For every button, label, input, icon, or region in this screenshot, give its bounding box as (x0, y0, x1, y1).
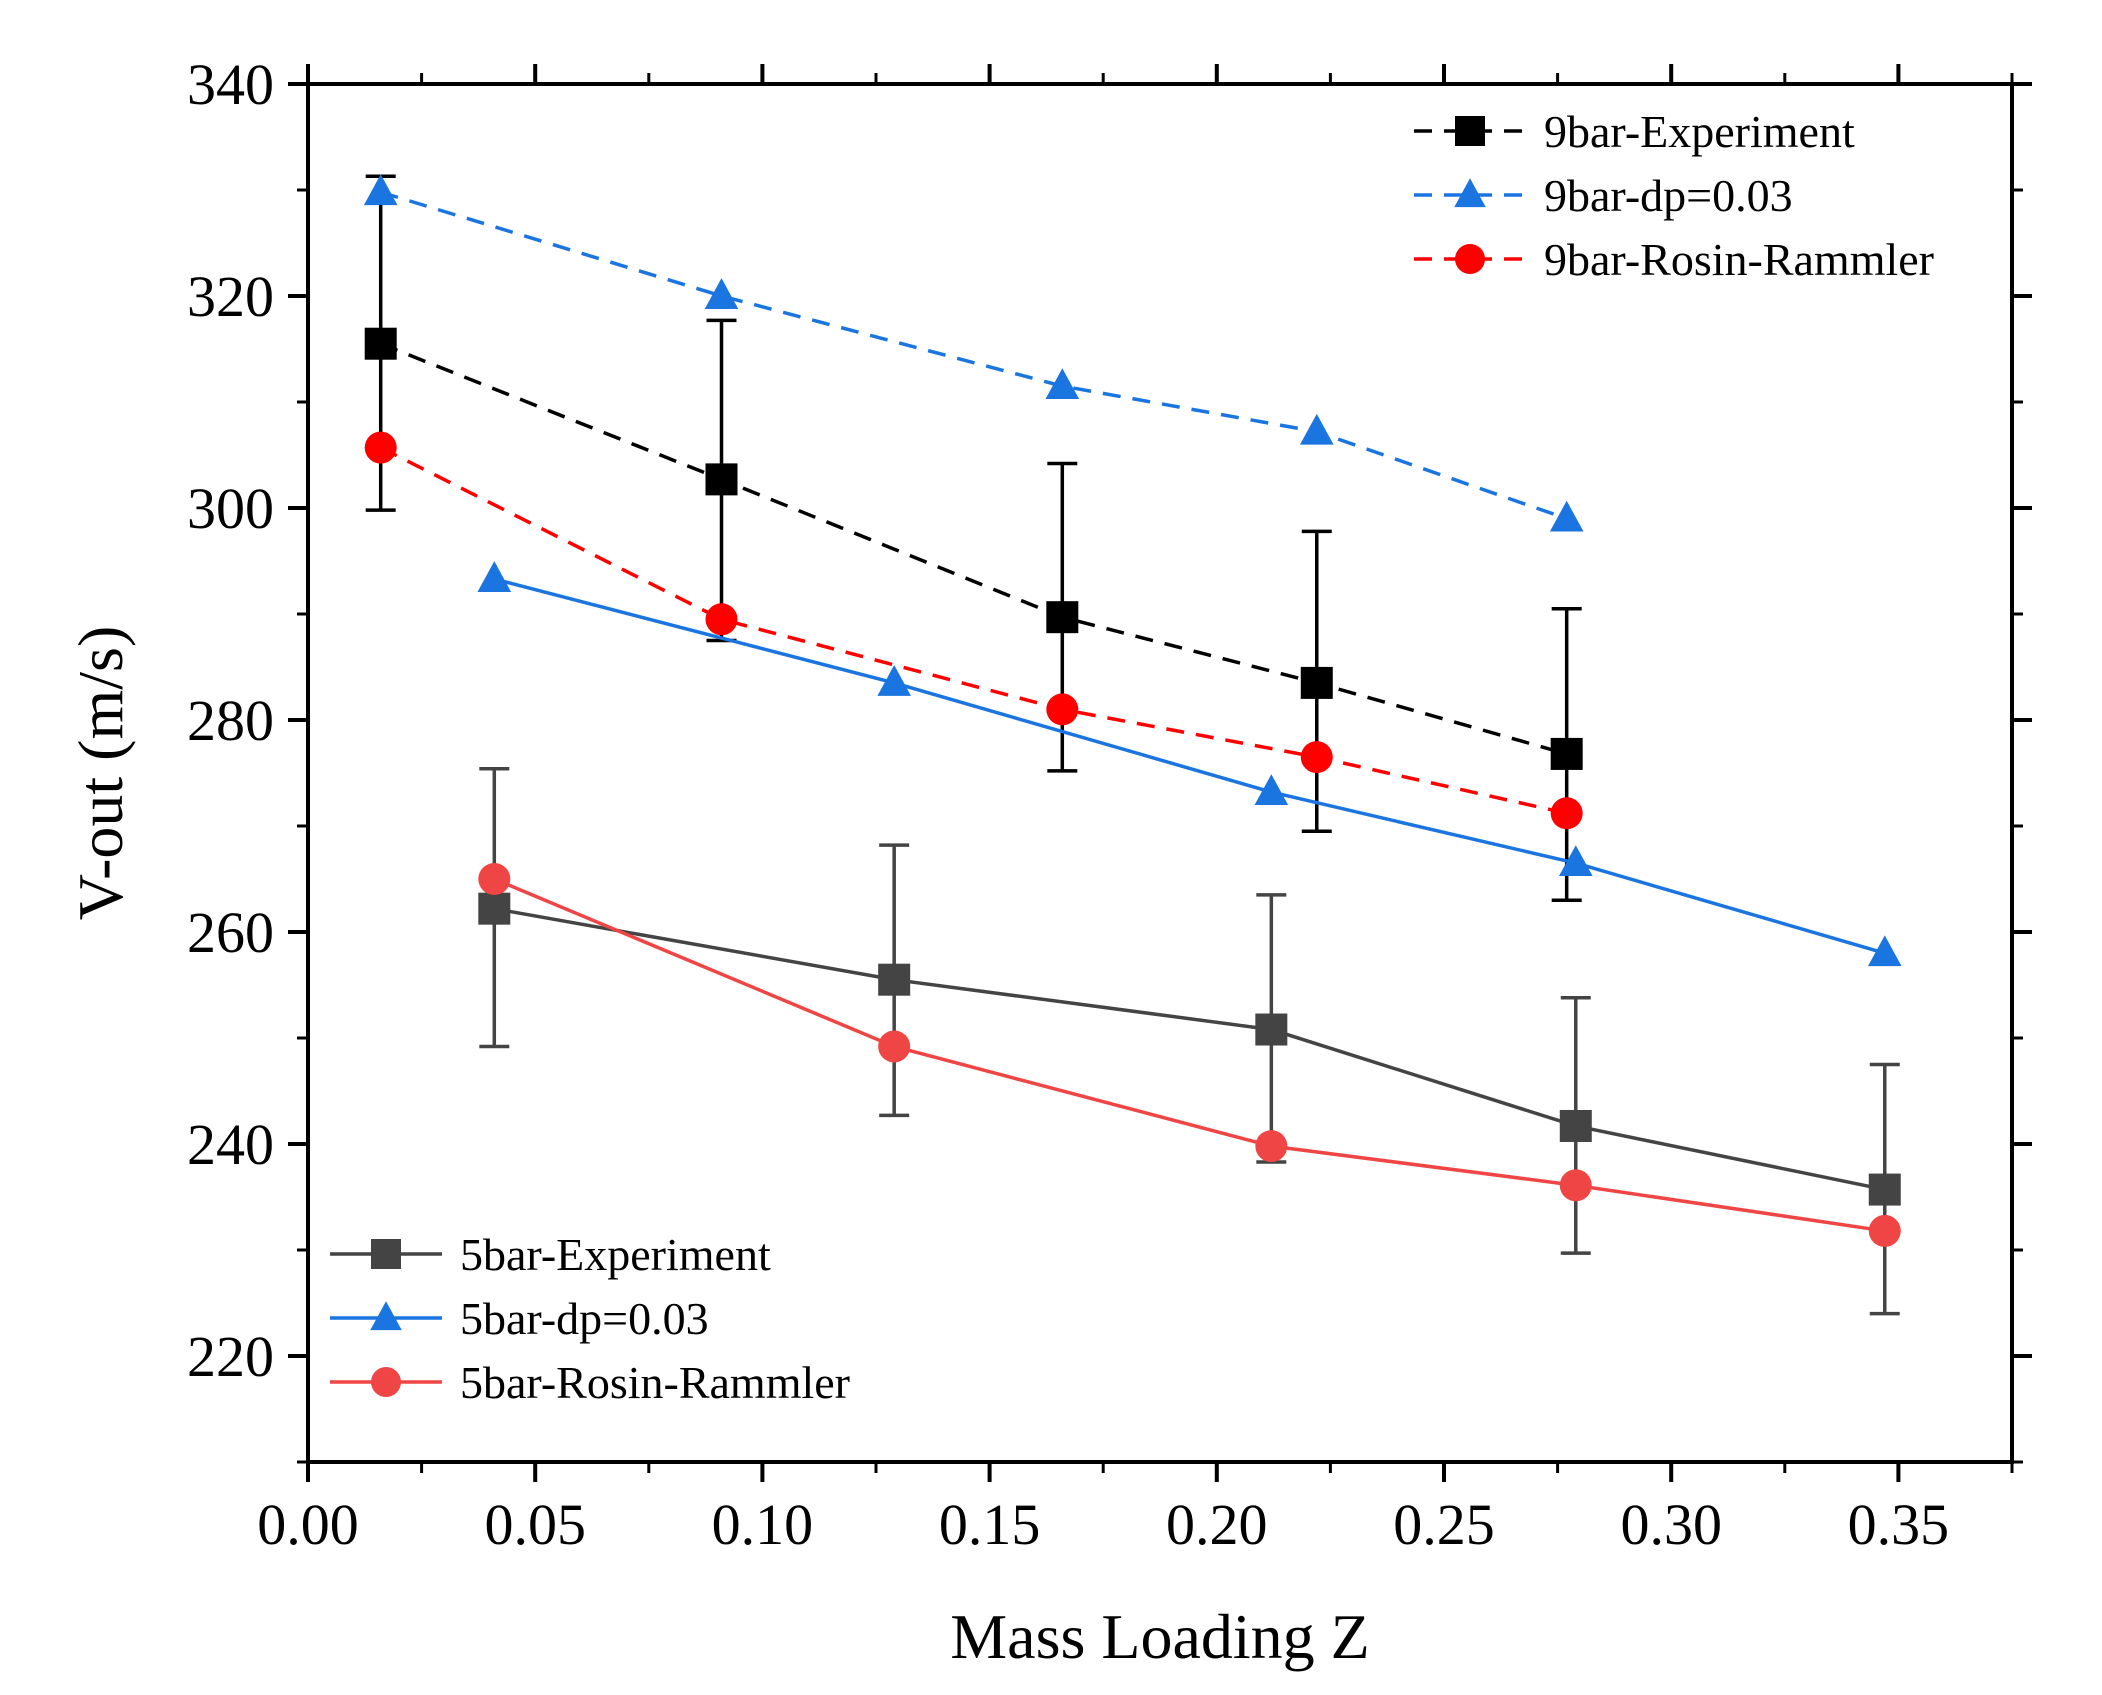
data-point (1550, 797, 1583, 830)
series-line (380, 190, 1568, 521)
x-tick-label: 0.10 (712, 1492, 814, 1557)
data-point (704, 278, 739, 309)
data-point (1558, 845, 1593, 877)
data-point (364, 327, 397, 360)
plot-series (363, 174, 1902, 1316)
legend-swatch-marker (371, 1367, 401, 1397)
data-point (1255, 1013, 1288, 1046)
data-point (477, 561, 512, 592)
data-point (1300, 666, 1333, 699)
data-point (1255, 1130, 1288, 1163)
axis-ticks: 0.00 0.05 0.10 0.15 0.20 0.25 0.30 0.35 220 240 26… (187, 52, 2032, 1557)
data-point (363, 174, 398, 206)
legend-top-right: 9bar-Experiment 9bar-dp=0.03 9bar-Rosin-Ra… (1414, 106, 1934, 285)
legend-label: 5bar-dp=0.03 (460, 1293, 709, 1344)
data-point (705, 603, 738, 636)
data-point (1046, 601, 1079, 634)
x-tick-label: 0.20 (1166, 1492, 1268, 1557)
plot-frame (306, 82, 2014, 1464)
y-tick-label: 340 (187, 52, 274, 117)
series-9bar-rosin-rammler (364, 431, 1583, 830)
legend-swatch-marker (1455, 244, 1485, 274)
data-point (705, 463, 738, 496)
data-point (878, 963, 911, 996)
legend-bottom-left: 5bar-Experiment 5bar-dp=0.03 5bar-Rosin-Ra… (330, 1229, 850, 1408)
legend-entry: 9bar-Experiment (1414, 106, 1855, 157)
data-point (1300, 741, 1333, 774)
data-point (1867, 935, 1902, 967)
legend-entry: 5bar-dp=0.03 (330, 1293, 709, 1344)
series-9bar-experiment (364, 174, 1583, 902)
legend-swatch-marker (371, 1239, 401, 1269)
data-point (1868, 1214, 1901, 1247)
data-point (364, 431, 397, 464)
data-point (1046, 693, 1079, 726)
data-point (1549, 500, 1584, 532)
legend-label: 5bar-Rosin-Rammler (460, 1357, 850, 1408)
data-point (1045, 368, 1080, 400)
x-tick-label: 0.05 (484, 1492, 586, 1557)
data-point (1868, 1173, 1901, 1206)
data-point (1550, 737, 1583, 770)
data-point (1299, 413, 1334, 445)
x-axis-title: Mass Loading Z (950, 1601, 1370, 1672)
x-tick-label: 0.00 (257, 1492, 359, 1557)
legends: 9bar-Experiment 9bar-dp=0.03 9bar-Rosin-Ra… (330, 106, 1934, 1408)
series-5bar-dp-0-03 (477, 561, 1902, 967)
legend-label: 9bar-dp=0.03 (1544, 170, 1793, 221)
series-5bar-rosin-rammler (478, 863, 1901, 1247)
y-tick-label: 240 (187, 1112, 274, 1177)
data-point (478, 863, 511, 895)
y-tick-label: 320 (187, 264, 274, 329)
legend-swatch-marker (1454, 178, 1486, 208)
data-point (1559, 1109, 1592, 1142)
y-tick-label: 260 (187, 900, 274, 965)
legend-label: 9bar-Rosin-Rammler (1544, 234, 1934, 285)
legend-swatch-marker (370, 1301, 402, 1331)
data-point (878, 1030, 911, 1063)
data-point (478, 892, 511, 925)
x-tick-label: 0.15 (939, 1492, 1041, 1557)
x-tick-label: 0.30 (1620, 1492, 1722, 1557)
y-axis-title: V-out (m/s) (65, 626, 136, 921)
data-point (1559, 1169, 1592, 1202)
x-tick-label: 0.25 (1393, 1492, 1495, 1557)
series-5bar-experiment (478, 767, 1901, 1316)
legend-label: 9bar-Experiment (1544, 106, 1855, 157)
y-tick-label: 300 (187, 476, 274, 541)
x-tick-label: 0.35 (1848, 1492, 1950, 1557)
series-9bar-dp-0-03 (363, 174, 1584, 532)
data-point (877, 665, 911, 696)
legend-entry: 5bar-Experiment (330, 1229, 771, 1280)
y-tick-label: 220 (187, 1324, 274, 1389)
legend-entry: 5bar-Rosin-Rammler (330, 1357, 850, 1408)
y-tick-label: 280 (187, 688, 274, 753)
legend-entry: 9bar-Rosin-Rammler (1414, 234, 1934, 285)
legend-swatch-marker (1455, 116, 1485, 146)
legend-entry: 9bar-dp=0.03 (1414, 170, 1793, 221)
data-point (1254, 774, 1289, 806)
legend-label: 5bar-Experiment (460, 1229, 771, 1280)
